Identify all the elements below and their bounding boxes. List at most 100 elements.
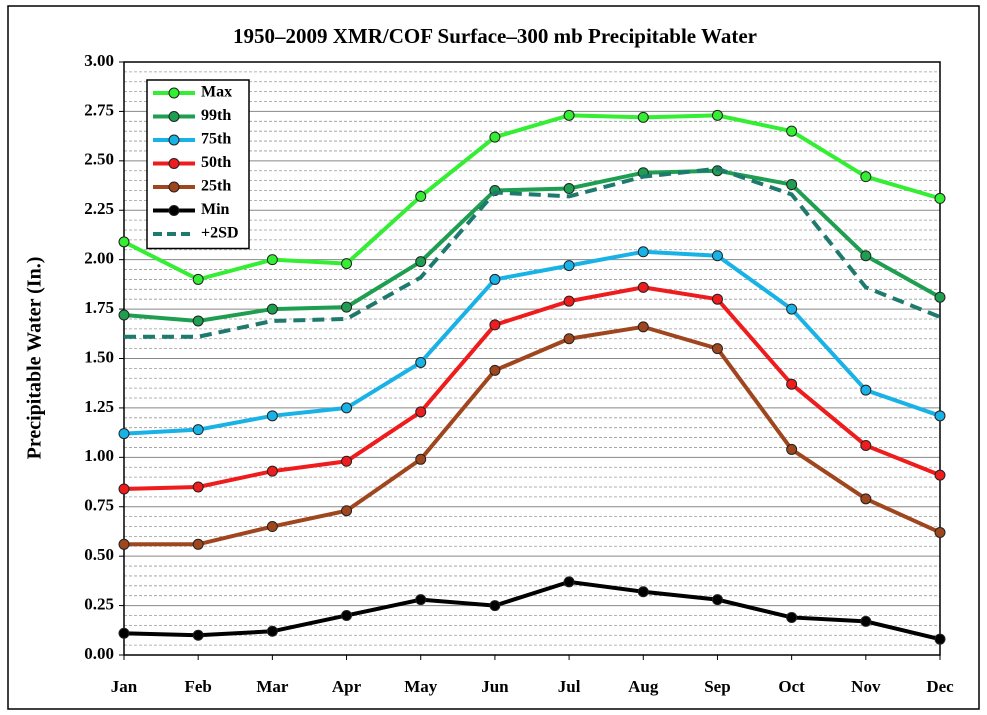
data-point: [192, 629, 204, 641]
data-point: [266, 303, 278, 315]
y-tick-label: 1.25: [84, 397, 114, 416]
series-line: [123, 579, 941, 642]
data-point: [415, 594, 427, 606]
data-point: [118, 309, 130, 321]
data-point: [637, 246, 649, 258]
data-point: [934, 192, 946, 204]
data-point: [563, 260, 575, 272]
data-point: [711, 343, 723, 355]
x-tick-label: Nov: [851, 677, 881, 696]
series-line: [123, 113, 941, 282]
x-tick-label: Apr: [332, 677, 362, 696]
data-point: [860, 615, 872, 627]
series-line: [124, 166, 941, 339]
x-tick-label: Feb: [184, 677, 211, 696]
y-tick-label: 2.75: [84, 100, 114, 119]
data-point: [118, 236, 130, 248]
data-point: [860, 171, 872, 183]
data-point: [563, 576, 575, 588]
data-point: [711, 293, 723, 305]
data-point: [637, 111, 649, 123]
legend-marker: [168, 181, 180, 193]
data-point: [637, 281, 649, 293]
data-point: [711, 250, 723, 262]
data-point: [563, 109, 575, 121]
data-point: [415, 256, 427, 268]
data-point: [192, 273, 204, 285]
legend-label: +2SD: [201, 225, 239, 242]
legend-label: 99th: [201, 107, 231, 124]
data-point: [786, 179, 798, 191]
x-tick-label: Jul: [558, 677, 581, 696]
data-point: [118, 428, 130, 440]
x-tick-label: Jun: [481, 677, 509, 696]
chart-title: 1950–2009 XMR/COF Surface–300 mb Precipi…: [233, 24, 757, 48]
frame: [7, 5, 980, 710]
data-point: [489, 131, 501, 143]
y-tick-label: 2.50: [84, 150, 114, 169]
y-tick-label: 1.50: [84, 347, 114, 366]
x-tick-label: Dec: [926, 677, 954, 696]
x-tick-label: Mar: [256, 677, 289, 696]
data-point: [934, 526, 946, 538]
data-point: [341, 402, 353, 414]
data-point: [711, 594, 723, 606]
legend-marker: [168, 111, 180, 122]
data-point: [266, 625, 278, 637]
data-point: [860, 493, 872, 505]
data-point: [192, 481, 204, 493]
legend-label: 75th: [201, 131, 231, 148]
series-line: [124, 324, 941, 547]
legend-label: 50th: [201, 154, 231, 171]
y-tick-label: 0.50: [84, 545, 114, 564]
data-point: [563, 295, 575, 307]
data-point: [786, 443, 798, 455]
data-point: [786, 378, 798, 390]
data-point: [489, 600, 501, 612]
data-point: [341, 505, 353, 517]
data-point: [415, 356, 427, 368]
legend-label: 25th: [201, 178, 231, 195]
data-point: [934, 291, 946, 303]
y-tick-label: 0.75: [84, 496, 114, 515]
y-tick-label: 2.00: [84, 249, 114, 268]
data-point: [266, 254, 278, 266]
y-tick-label: 0.00: [84, 644, 114, 663]
data-point: [860, 384, 872, 396]
data-point: [786, 125, 798, 137]
data-point: [934, 469, 946, 481]
y-tick-label: 1.75: [84, 298, 114, 317]
data-point: [489, 273, 501, 285]
data-point: [860, 250, 872, 262]
series-line: [123, 285, 941, 491]
data-point: [786, 611, 798, 623]
data-point: [637, 321, 649, 333]
legend-label: Min: [201, 201, 230, 218]
data-point: [341, 455, 353, 467]
plot-border: [123, 61, 941, 656]
data-point: [563, 183, 575, 195]
series-line: [123, 168, 941, 323]
x-tick-label: Aug: [628, 677, 659, 696]
data-point: [192, 424, 204, 436]
x-tick-label: May: [404, 677, 438, 696]
data-point: [934, 410, 946, 422]
data-point: [118, 627, 130, 639]
y-axis-label: Precipitable Water (In.): [24, 257, 46, 460]
data-point: [860, 439, 872, 451]
data-point: [637, 586, 649, 598]
data-point: [192, 538, 204, 550]
x-tick-label: Jan: [111, 677, 138, 696]
data-point: [711, 109, 723, 121]
data-point: [266, 521, 278, 533]
data-point: [415, 453, 427, 465]
legend-marker: [168, 87, 180, 99]
y-tick-label: 3.00: [84, 51, 114, 70]
data-point: [266, 410, 278, 422]
data-point: [934, 633, 946, 645]
legend-marker: [168, 205, 180, 216]
legend-marker: [168, 134, 180, 146]
legend-marker: [168, 158, 180, 169]
data-point: [415, 190, 427, 202]
